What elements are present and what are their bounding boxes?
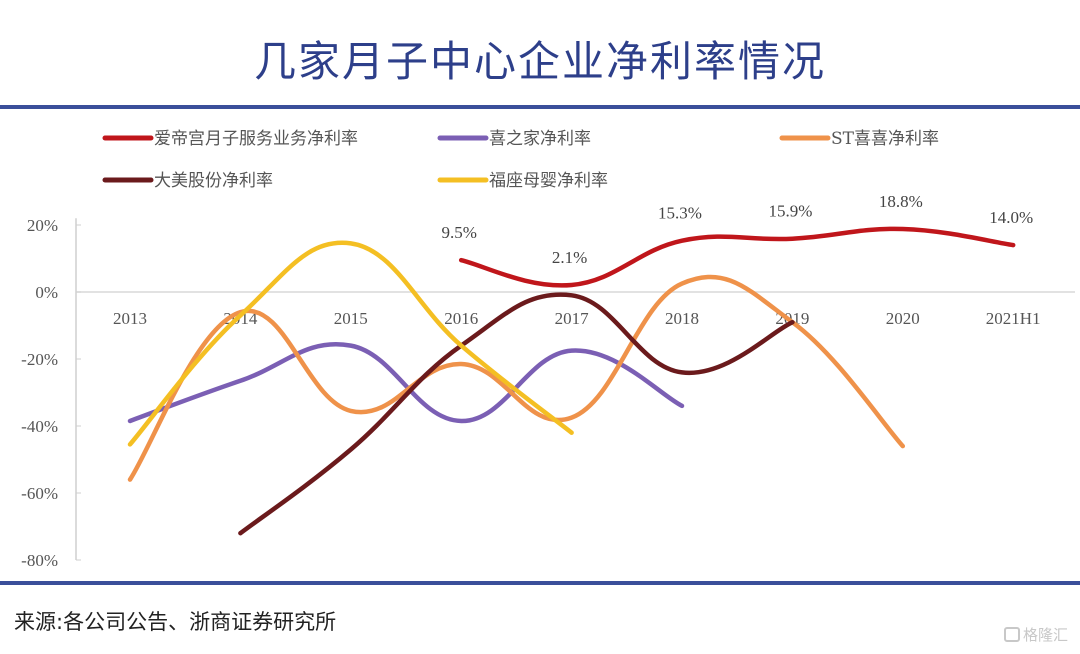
legend-label-1: 喜之家净利率 <box>489 129 591 149</box>
legend-label-0: 爱帝宫月子服务业务净利率 <box>154 129 358 149</box>
x-tick-label: 2017 <box>555 309 590 328</box>
series-lines <box>127 226 1016 536</box>
x-tick-label: 2013 <box>113 309 147 328</box>
x-tick-label: 2018 <box>665 309 699 328</box>
x-tick-label: 2021H1 <box>986 309 1041 328</box>
series-line-3 <box>238 292 795 536</box>
source-note: 来源:各公司公告、浙商证券研究所 <box>14 610 337 634</box>
y-tick-label: -40% <box>21 417 58 436</box>
y-tick-label: -60% <box>21 484 58 503</box>
x-tick-label: 2020 <box>886 309 920 328</box>
data-label: 2.1% <box>552 248 587 267</box>
page-title: 几家月子中心企业净利率情况 <box>253 37 826 86</box>
legend-label-2: ST喜喜净利率 <box>831 129 939 149</box>
series-line-0 <box>458 226 1016 288</box>
watermark-logo-icon <box>1003 627 1020 642</box>
bottom-divider <box>0 581 1080 585</box>
data-labels: 9.5% 2.1% 15.3% 15.9% 18.8% 14.0% <box>441 192 1033 267</box>
legend-label-4: 福座母婴净利率 <box>489 171 608 191</box>
y-tick-label: -80% <box>21 551 58 570</box>
legend-label-3: 大美股份净利率 <box>154 171 273 191</box>
title-divider <box>0 105 1080 109</box>
y-tick-label: 0% <box>35 283 58 302</box>
series-line-1 <box>127 342 685 424</box>
watermark: 格隆汇 <box>1003 624 1068 645</box>
x-tick-label: 2016 <box>444 309 478 328</box>
data-label: 9.5% <box>441 223 476 242</box>
data-label: 15.3% <box>658 204 702 223</box>
data-label: 14.0% <box>989 208 1033 227</box>
axes: 20%0%-20%-40%-60%-80%2013 2014 2015 2016 201… <box>21 216 1075 570</box>
y-tick-label: -20% <box>21 350 58 369</box>
data-label: 18.8% <box>879 192 923 211</box>
data-label: 15.9% <box>768 202 812 221</box>
x-tick-label: 2015 <box>334 309 368 328</box>
series-line-4 <box>127 240 574 447</box>
watermark-text: 格隆汇 <box>1022 626 1068 644</box>
y-tick-label: 20% <box>27 216 58 235</box>
